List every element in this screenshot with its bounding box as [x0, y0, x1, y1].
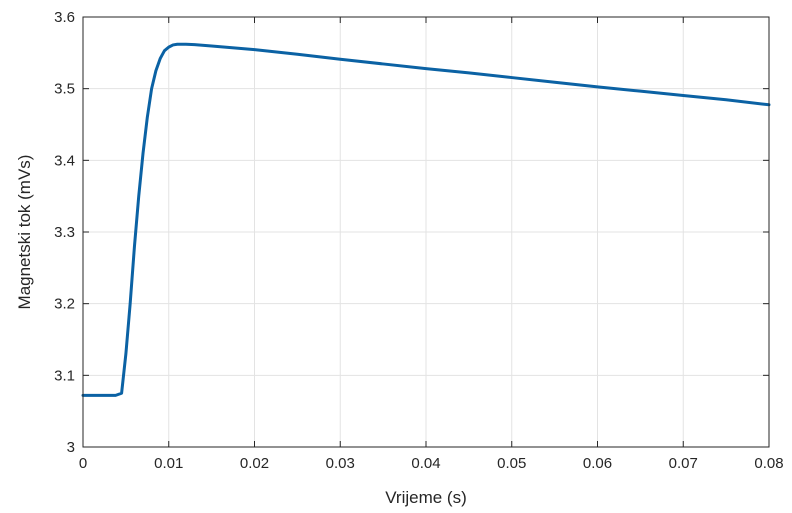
y-tick-label: 3: [67, 439, 75, 456]
x-tick-label: 0.06: [583, 455, 612, 472]
x-tick-label: 0.04: [411, 455, 440, 472]
x-tick-label: 0.02: [240, 455, 269, 472]
x-tick-label: 0.08: [754, 455, 783, 472]
x-tick-label: 0.05: [497, 455, 526, 472]
ticks: [82, 16, 770, 448]
series-line: [81, 42, 771, 397]
y-tick-labels: 3 3.1 3.2 3.3 3.4 3.5 3.6: [54, 9, 75, 456]
x-tick-label: 0.07: [669, 455, 698, 472]
x-tick-label: 0: [79, 455, 87, 472]
y-axis-label: Magnetski tok (mVs): [15, 155, 34, 310]
x-tick-label: 0.03: [326, 455, 355, 472]
series-layer: [81, 42, 771, 397]
y-tick-label: 3.2: [54, 296, 75, 313]
y-tick-label: 3.1: [54, 367, 75, 384]
y-tick-label: 3.4: [54, 152, 75, 169]
x-tick-label: 0.01: [154, 455, 183, 472]
x-axis-label: Vrijeme (s): [385, 488, 467, 507]
y-tick-label: 3.3: [54, 224, 75, 241]
y-tick-label: 3.6: [54, 9, 75, 26]
x-tick-labels: 0 0.01 0.02 0.03 0.04 0.05 0.06 0.07 0.08: [79, 455, 784, 472]
y-tick-label: 3.5: [54, 81, 75, 98]
